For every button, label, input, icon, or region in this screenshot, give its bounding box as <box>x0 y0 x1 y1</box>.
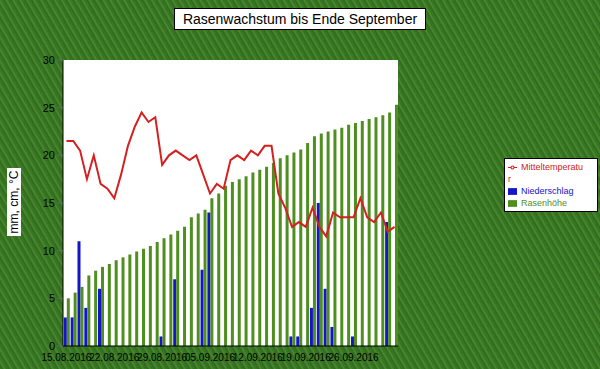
svg-text:30: 30 <box>43 54 55 66</box>
svg-text:20: 20 <box>43 149 55 161</box>
html-text:Rasenhöhe: Rasenhöhe <box>521 197 567 208</box>
html-text:Rasenwachstum bis Ende Septemb: Rasenwachstum bis Ende September <box>182 11 418 27</box>
html-text:mm, cm, °C: mm, cm, °C <box>7 170 21 234</box>
svg-text:10: 10 <box>43 245 55 257</box>
svg-text:19.09.2016: 19.09.2016 <box>281 352 331 363</box>
svg-text:29.08.2016: 29.08.2016 <box>137 352 187 363</box>
svg-text:26.09.2016: 26.09.2016 <box>329 352 379 363</box>
html-text:Mitteltemperatur: Mitteltemperatur <box>508 161 583 184</box>
html-text:Niederschlag: Niederschlag <box>521 185 574 196</box>
svg-text:12.09.2016: 12.09.2016 <box>233 352 283 363</box>
svg-text:05.09.2016: 05.09.2016 <box>185 352 235 363</box>
svg-text:15: 15 <box>43 197 55 209</box>
svg-text:0: 0 <box>49 340 55 352</box>
svg-text:22.08.2016: 22.08.2016 <box>89 352 139 363</box>
svg-text:5: 5 <box>49 292 55 304</box>
svg-text:25: 25 <box>43 102 55 114</box>
svg-text:15.08.2016: 15.08.2016 <box>41 352 91 363</box>
